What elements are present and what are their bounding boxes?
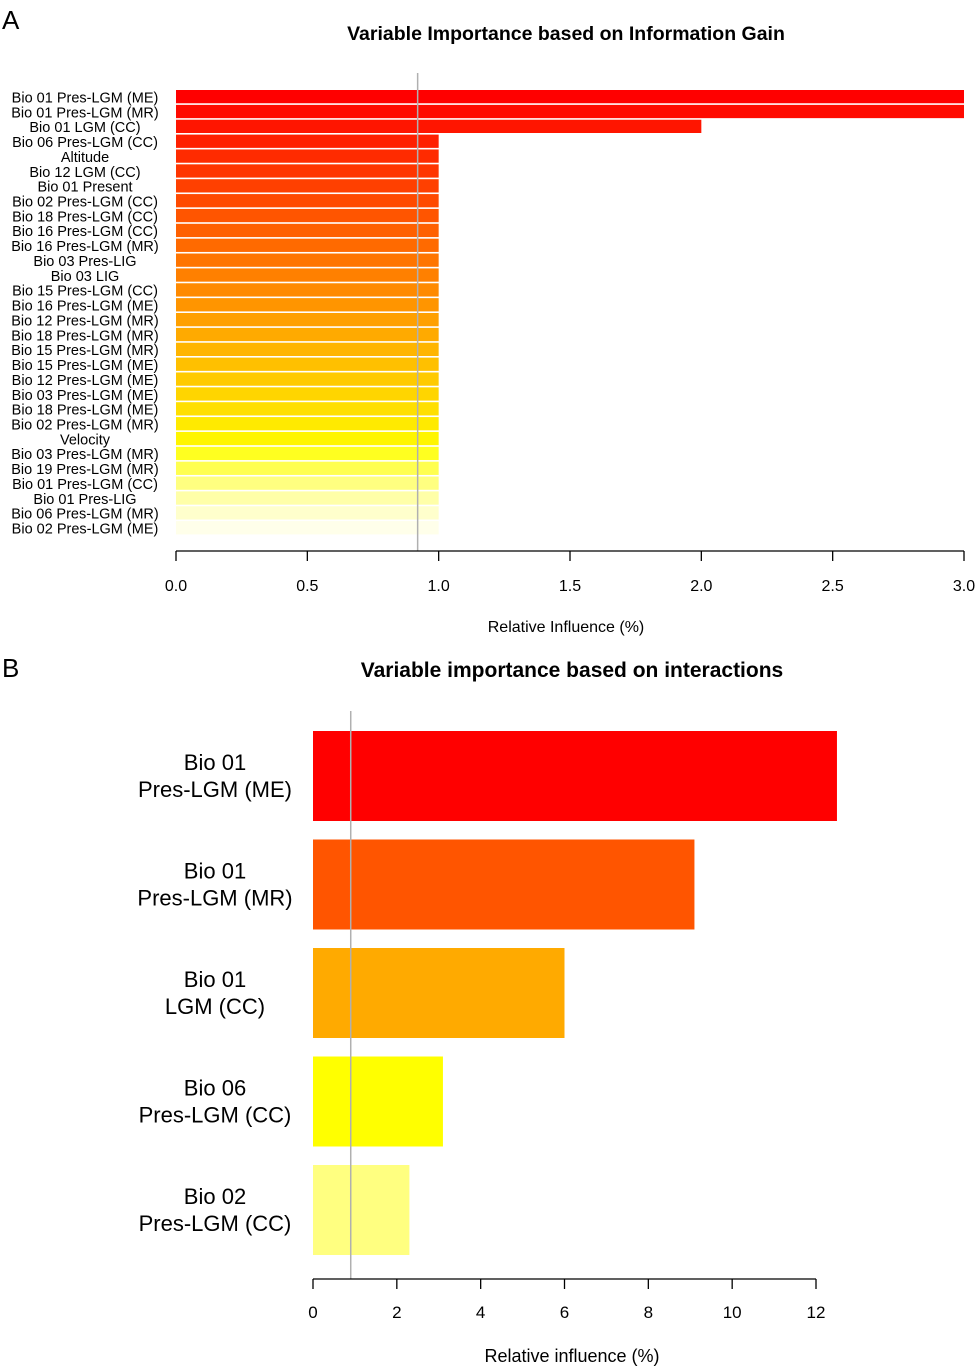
panel-a-bar (176, 357, 439, 371)
panel-a-bar (176, 402, 439, 416)
panel-b-letter: B (2, 653, 19, 683)
panel-a-category-label: Bio 01 LGM (CC) (29, 120, 140, 136)
panel-b-x-axis-label: Relative influence (%) (484, 1346, 659, 1366)
panel-a-plot: Bio 01 Pres-LGM (ME)Bio 01 Pres-LGM (MR)… (11, 73, 975, 595)
panel-a-bar (176, 491, 439, 505)
panel-b-x-tick-label: 2 (392, 1303, 401, 1322)
panel-b-x-tick-label: 10 (723, 1303, 742, 1322)
panel-b-category-label: Bio 01 LGM (CC) (165, 967, 265, 1019)
panel-b-plot: Bio 01 Pres-LGM (ME) Bio 01 Pres-LGM (MR) Bi… (137, 711, 837, 1322)
panel-a-category-label: Bio 12 LGM (CC) (29, 165, 140, 181)
panel-a-title: Variable Importance based on Information… (347, 23, 785, 45)
panel-a-x-tick-label: 0.0 (165, 578, 187, 595)
panel-a-bar (176, 372, 439, 386)
panel-a-x-tick-label: 2.0 (690, 578, 712, 595)
panel-b-title: Variable importance based on interaction… (361, 659, 783, 682)
panel-a-category-label: Bio 01 Pres-LGM (MR) (11, 105, 158, 121)
panel-a-bar (176, 119, 702, 133)
panel-a-bar (176, 283, 439, 297)
panel-a-x-tick-label: 3.0 (953, 578, 975, 595)
panel-a-category-label: Bio 03 Pres-LGM (MR) (11, 447, 158, 463)
panel-a-category-label: Bio 18 Pres-LGM (MR) (11, 328, 158, 344)
panel-a-category-label: Velocity (60, 432, 111, 448)
panel-a-bar (176, 446, 439, 461)
panel-a-bar (176, 149, 439, 163)
panel-a-category-label: Bio 12 Pres-LGM (MR) (11, 313, 158, 329)
panel-b-category-label: Bio 01 Pres-LGM (ME) (138, 750, 292, 802)
panel-b-x-tick-label: 12 (807, 1303, 826, 1322)
panel-a-category-label: Bio 15 Pres-LGM (ME) (12, 358, 159, 374)
panel-a-category-label: Bio 16 Pres-LGM (CC) (12, 224, 158, 240)
panel-a-bar (176, 208, 439, 223)
panel-b-category-label: Bio 06 Pres-LGM (CC) (139, 1076, 292, 1128)
panel-a-bar (176, 223, 439, 238)
panel-b-x-tick-label: 0 (308, 1303, 317, 1322)
panel-a-category-label: Bio 12 Pres-LGM (ME) (12, 373, 159, 389)
panel-a-bar (176, 90, 964, 104)
panel-a-category-label: Bio 01 Present (37, 180, 132, 196)
panel-b-bar (313, 731, 837, 821)
panel-a-x-tick-label: 0.5 (296, 578, 318, 595)
panel-a-bar (176, 238, 439, 252)
panel-a-bar (176, 298, 439, 312)
panel-a-category-label: Bio 15 Pres-LGM (MR) (11, 343, 158, 359)
panel-a-category-label: Bio 19 Pres-LGM (MR) (11, 462, 158, 478)
panel-a-bar (176, 313, 439, 327)
panel-a-bar (176, 506, 439, 520)
panel-a-bar (176, 268, 439, 282)
panel-a-letter: A (2, 5, 20, 35)
panel-a-x-tick-label: 2.5 (822, 578, 844, 595)
panel-a-bar (176, 521, 439, 535)
panel-a-category-label: Altitude (61, 150, 109, 166)
panel-b-bar (313, 839, 695, 930)
panel-a-bar (176, 194, 439, 208)
panel-a-x-tick-label: 1.0 (428, 578, 450, 595)
panel-a-bar (176, 387, 439, 401)
panel-b-category-label: Bio 01 Pres-LGM (MR) (137, 859, 292, 911)
panel-a-bar (176, 134, 439, 148)
panel-a-bar (176, 327, 439, 342)
panel-b-category-label: Bio 02 Pres-LGM (CC) (139, 1184, 292, 1236)
panel-a-category-label: Bio 02 Pres-LGM (CC) (12, 195, 158, 211)
panel-a-bar (176, 431, 439, 446)
panel-b-x-tick-label: 8 (644, 1303, 653, 1322)
panel-a-category-label: Bio 06 Pres-LGM (CC) (12, 135, 158, 151)
panel-a-category-label: Bio 01 Pres-LIG (33, 492, 136, 508)
panel-b-x-tick-label: 4 (476, 1303, 485, 1322)
panel-a-category-label: Bio 01 Pres-LGM (ME) (12, 90, 159, 106)
panel-a-bar (176, 476, 439, 490)
panel-a-category-label: Bio 15 Pres-LGM (CC) (12, 284, 158, 300)
panel-a-bar (176, 253, 439, 267)
panel-b-x-tick-label: 6 (560, 1303, 569, 1322)
panel-a-category-label: Bio 03 Pres-LGM (ME) (12, 388, 159, 404)
panel-b-bar (313, 948, 565, 1038)
panel-a-category-label: Bio 03 Pres-LIG (33, 254, 136, 270)
panel-a-x-tick-label: 1.5 (559, 578, 581, 595)
panel-a-bar (176, 461, 439, 475)
panel-a-category-label: Bio 02 Pres-LGM (ME) (12, 522, 159, 538)
panel-a-bar (176, 164, 439, 178)
panel-a-category-label: Bio 03 LIG (51, 269, 120, 285)
panel-a-bar (176, 417, 439, 431)
panel-a-category-label: Bio 01 Pres-LGM (CC) (12, 477, 158, 493)
panel-a-category-label: Bio 16 Pres-LGM (ME) (12, 299, 159, 315)
panel-a-category-label: Bio 16 Pres-LGM (MR) (11, 239, 158, 255)
panel-a-x-axis-label: Relative Influence (%) (488, 619, 645, 636)
panel-b-bar (313, 1056, 443, 1147)
panel-a-bar (176, 179, 439, 193)
panel-a-bar (176, 104, 964, 119)
panel-a-category-label: Bio 18 Pres-LGM (ME) (12, 403, 159, 419)
panel-a-category-label: Bio 06 Pres-LGM (MR) (11, 507, 158, 523)
panel-a-category-label: Bio 02 Pres-LGM (MR) (11, 418, 158, 434)
panel-b-bar (313, 1165, 410, 1255)
panel-a-bar (176, 342, 439, 356)
panel-a-category-label: Bio 18 Pres-LGM (CC) (12, 209, 158, 225)
